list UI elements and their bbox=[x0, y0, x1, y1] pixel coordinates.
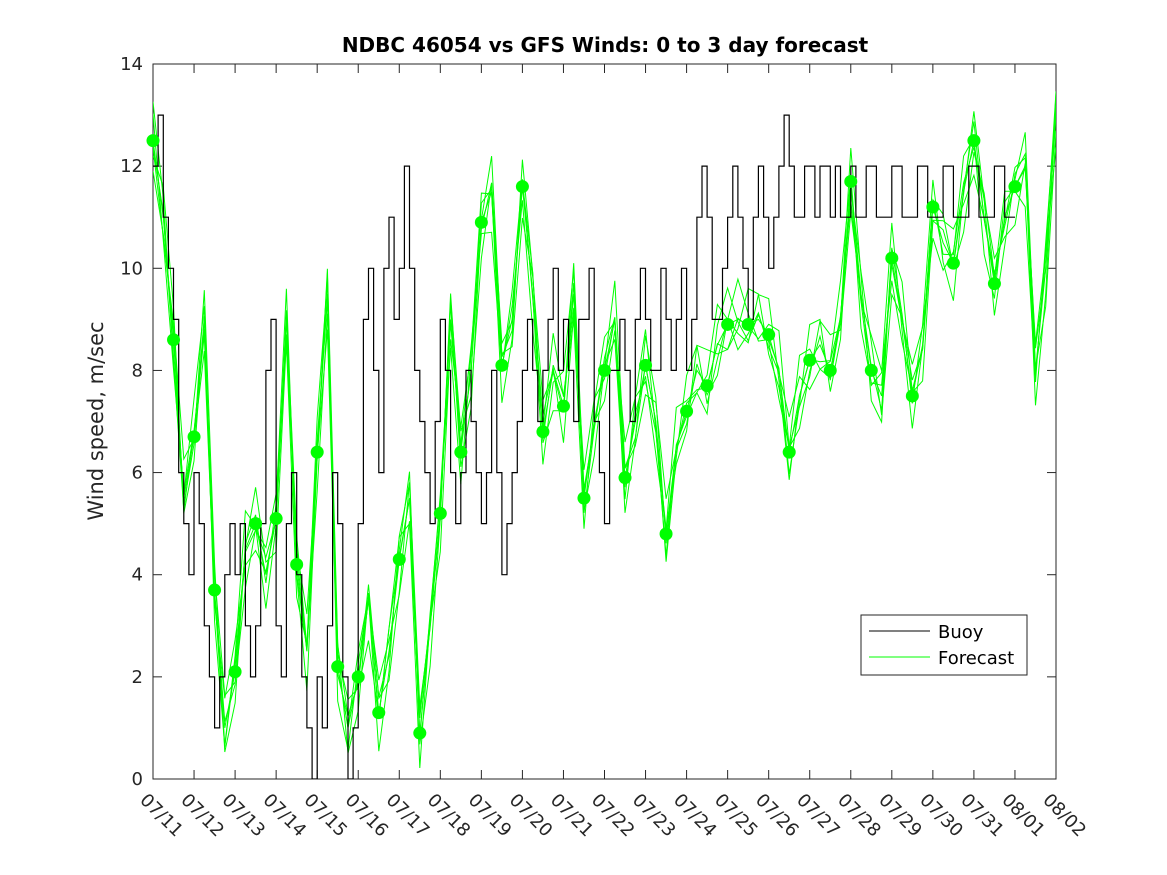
y-tick-label: 4 bbox=[132, 565, 143, 586]
buoy-line bbox=[153, 114, 1015, 779]
forecast-marker bbox=[762, 328, 776, 342]
legend: Buoy Forecast bbox=[860, 614, 1028, 676]
forecast-marker bbox=[782, 445, 796, 459]
forecast-marker bbox=[987, 277, 1001, 291]
forecast-marker bbox=[598, 363, 611, 377]
forecast-marker bbox=[269, 512, 283, 526]
forecast-marker bbox=[208, 583, 222, 597]
forecast-marker bbox=[844, 174, 858, 188]
forecast-marker bbox=[618, 471, 632, 485]
forecast-marker bbox=[803, 353, 817, 367]
forecast-marker bbox=[372, 706, 386, 720]
forecast-marker bbox=[351, 670, 365, 684]
forecast-marker bbox=[392, 552, 406, 566]
forecast-marker bbox=[823, 363, 837, 377]
forecast-marker bbox=[515, 180, 529, 194]
forecast-marker bbox=[680, 404, 694, 418]
forecast-marker bbox=[290, 558, 304, 571]
y-tick-label: 6 bbox=[132, 463, 143, 484]
forecast-marker bbox=[433, 506, 447, 520]
forecast-line bbox=[153, 105, 1056, 753]
forecast-line bbox=[153, 101, 1056, 719]
forecast-marker bbox=[249, 517, 263, 531]
y-tick-label: 14 bbox=[120, 54, 143, 75]
forecast-marker bbox=[146, 134, 160, 148]
forecast-marker bbox=[495, 358, 509, 372]
forecast-marker bbox=[885, 251, 899, 265]
legend-box bbox=[860, 614, 1028, 676]
legend-buoy-label: Buoy bbox=[938, 622, 984, 643]
y-tick-label: 2 bbox=[132, 667, 143, 688]
forecast-line bbox=[153, 91, 1056, 754]
forecast-marker bbox=[167, 333, 181, 347]
y-axis-label: Wind speed, m/sec bbox=[84, 321, 108, 520]
forecast-marker bbox=[905, 389, 919, 403]
legend-forecast-label: Forecast bbox=[938, 648, 1014, 669]
forecast-marker bbox=[536, 425, 550, 439]
forecast-marker bbox=[639, 358, 653, 372]
forecast-marker bbox=[310, 445, 324, 459]
forecast-line bbox=[153, 135, 1056, 769]
forecast-marker bbox=[659, 527, 673, 541]
plot-area: 0246810121407/1107/1207/1307/1407/1507/1… bbox=[120, 54, 1090, 841]
forecast-marker bbox=[413, 726, 427, 740]
y-tick-label: 8 bbox=[132, 360, 143, 381]
forecast-marker bbox=[926, 200, 940, 214]
forecast-marker bbox=[700, 379, 714, 393]
forecast-marker bbox=[967, 134, 981, 148]
forecast-marker bbox=[721, 317, 735, 331]
forecast-marker bbox=[474, 215, 488, 229]
y-tick-label: 0 bbox=[132, 769, 143, 790]
y-tick-label: 12 bbox=[120, 156, 143, 177]
forecast-marker bbox=[187, 430, 201, 444]
chart-title: NDBC 46054 vs GFS Winds: 0 to 3 day fore… bbox=[342, 33, 869, 57]
forecast-marker bbox=[946, 256, 960, 270]
forecast-marker bbox=[1008, 180, 1022, 194]
forecast-marker bbox=[741, 317, 755, 331]
y-tick-label: 10 bbox=[120, 258, 143, 279]
forecast-marker bbox=[228, 665, 242, 679]
forecast-marker bbox=[577, 491, 591, 505]
forecast-marker bbox=[331, 660, 345, 674]
forecast-marker bbox=[556, 399, 570, 413]
forecast-marker bbox=[864, 363, 878, 377]
forecast-marker bbox=[454, 445, 468, 459]
